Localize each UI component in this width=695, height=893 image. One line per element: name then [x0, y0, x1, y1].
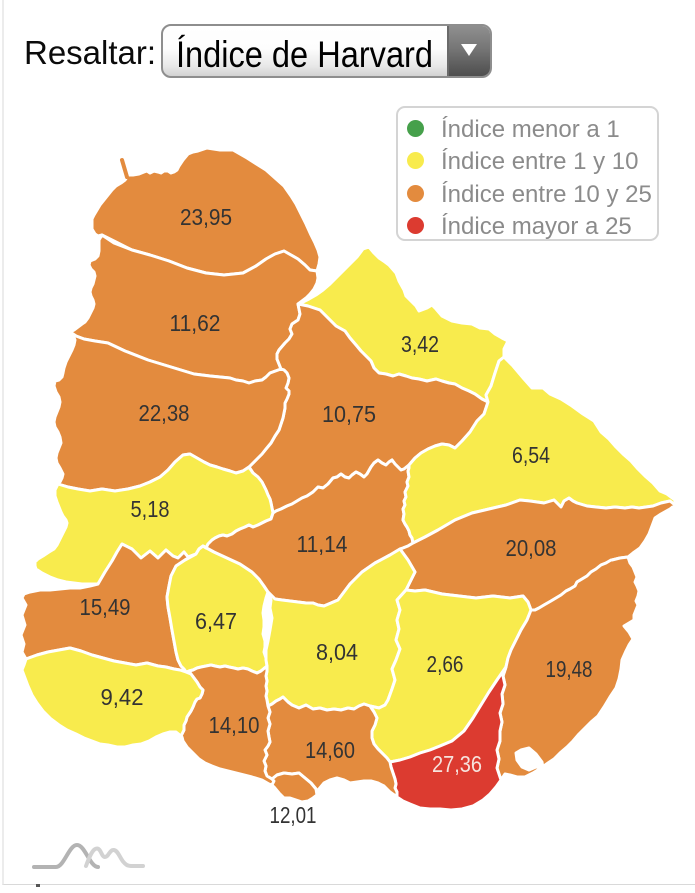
svg-text:6,54: 6,54 [512, 442, 550, 468]
svg-text:19,48: 19,48 [546, 656, 593, 682]
svg-text:14,10: 14,10 [209, 712, 260, 738]
svg-text:23,95: 23,95 [180, 204, 232, 230]
svg-text:11,14: 11,14 [297, 531, 348, 557]
svg-text:22,38: 22,38 [139, 400, 190, 426]
svg-text:27,36: 27,36 [432, 751, 482, 777]
svg-text:11,62: 11,62 [170, 310, 221, 336]
svg-text:3,42: 3,42 [401, 331, 439, 357]
svg-text:15,49: 15,49 [80, 594, 131, 620]
svg-text:20,08: 20,08 [506, 535, 557, 561]
svg-text:9,42: 9,42 [101, 684, 144, 710]
svg-text:2,66: 2,66 [427, 651, 464, 677]
svg-text:10,75: 10,75 [322, 401, 376, 427]
svg-text:6,47: 6,47 [195, 608, 237, 634]
svg-text:8,04: 8,04 [316, 639, 358, 665]
svg-text:12,01: 12,01 [270, 802, 317, 828]
svg-text:5,18: 5,18 [131, 496, 170, 522]
svg-text:14,60: 14,60 [305, 737, 355, 763]
